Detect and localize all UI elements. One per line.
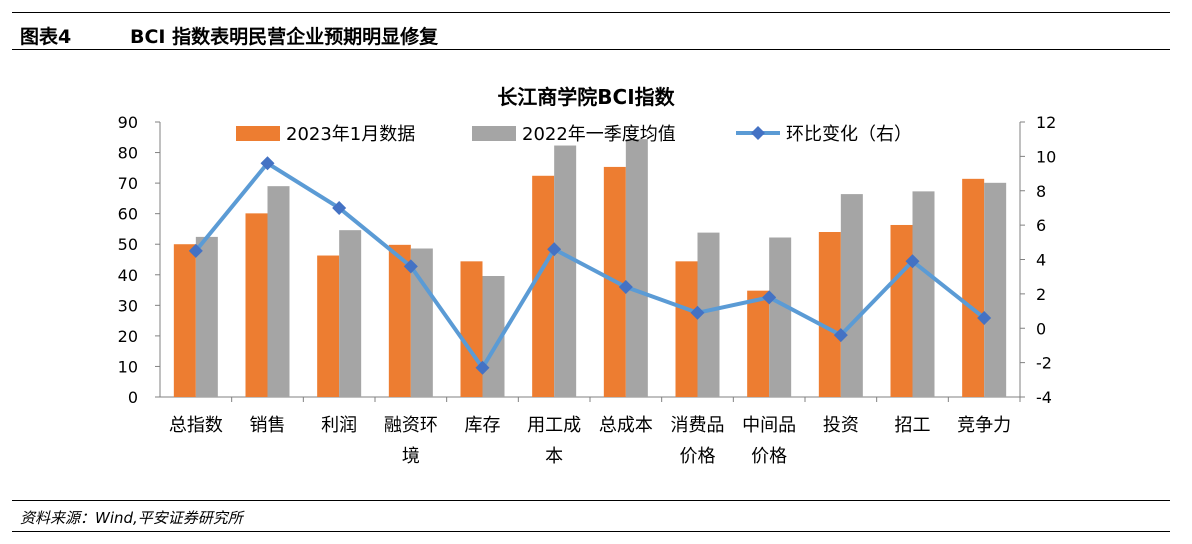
- category-label: 库存: [465, 415, 501, 436]
- bar-2022-q1-avg: [697, 232, 720, 397]
- right-tick-label: 10: [1036, 147, 1056, 166]
- category-label: 消费品: [671, 415, 725, 436]
- category-label: 价格: [751, 446, 787, 467]
- left-tick-label: 70: [118, 174, 138, 193]
- right-tick-label: 6: [1036, 216, 1046, 235]
- bar-2022-q1-avg: [410, 248, 433, 397]
- category-label: 利润: [321, 415, 357, 436]
- bar-2023-jan: [532, 175, 555, 397]
- bar-2022-q1-avg: [984, 182, 1007, 397]
- figure-title: BCI 指数表明民营企业预期明显修复: [130, 26, 439, 48]
- figure-footer: 资料来源：Wind,平安证券研究所: [12, 500, 1170, 532]
- chart-title: 长江商学院BCI指数: [497, 85, 675, 109]
- bar-2023-jan: [747, 290, 770, 397]
- bar-2023-jan: [173, 244, 196, 397]
- right-tick-label: 0: [1036, 319, 1046, 338]
- left-tick-label: 60: [118, 205, 138, 224]
- chart-bars: [173, 139, 1007, 397]
- category-label: 融资环: [384, 415, 438, 436]
- chart-axes: 0 10 20 30 40 50 60 70 80 90 -4 -2 0 2 4 6 8 10 12: [118, 113, 1057, 407]
- bar-2022-q1-avg: [840, 194, 863, 397]
- bar-2022-q1-avg: [554, 145, 577, 397]
- category-label: 销售: [250, 415, 286, 436]
- mom-change-marker: [188, 243, 203, 258]
- left-tick-label: 40: [118, 266, 138, 285]
- mom-change-marker: [547, 242, 562, 257]
- chart-legend: 2023年1月数据 2022年一季度均值 环比变化（右）: [236, 124, 912, 145]
- category-label: 本: [545, 446, 563, 467]
- mom-change-marker: [833, 328, 848, 343]
- legend-label-mom-change: 环比变化（右）: [786, 124, 912, 145]
- bar-2023-jan: [245, 213, 268, 397]
- mom-change-marker: [977, 310, 992, 325]
- left-tick-label: 30: [118, 296, 138, 315]
- bar-2022-q1-avg: [625, 139, 648, 397]
- legend-swatch-2022-q1-avg: [472, 126, 516, 141]
- bar-2023-jan: [962, 178, 985, 397]
- bar-2022-q1-avg: [769, 237, 792, 397]
- category-label: 总指数: [169, 415, 223, 436]
- mom-change-marker: [762, 290, 777, 305]
- category-label: 招工: [895, 415, 931, 436]
- mom-change-marker: [618, 280, 633, 294]
- bar-2022-q1-avg: [267, 186, 290, 397]
- left-tick-label: 90: [118, 113, 138, 132]
- figure-number: 图表4: [20, 26, 72, 48]
- mom-change-marker: [260, 156, 275, 171]
- figure-source: 资料来源：Wind,平安证券研究所: [20, 509, 243, 527]
- mom-change-marker: [403, 259, 418, 274]
- right-tick-label: 4: [1036, 251, 1046, 270]
- bar-2023-jan: [818, 232, 841, 397]
- right-tick-label: -2: [1036, 354, 1052, 373]
- category-label: 投资: [823, 415, 859, 436]
- bar-2023-jan: [675, 261, 698, 397]
- left-tick-label: 20: [118, 327, 138, 346]
- left-tick-label: 50: [118, 235, 138, 254]
- right-tick-label: 2: [1036, 285, 1046, 304]
- category-label: 用工成: [527, 415, 581, 436]
- bar-2022-q1-avg: [339, 230, 362, 397]
- legend-marker-mom-change: [751, 126, 765, 140]
- bar-2023-jan: [890, 224, 913, 397]
- bar-2022-q1-avg: [195, 236, 218, 397]
- right-tick-label: -4: [1036, 388, 1052, 407]
- bar-2023-jan: [317, 255, 340, 397]
- mom-change-marker: [905, 254, 920, 269]
- figure-header: 图表4 BCI 指数表明民营企业预期明显修复: [12, 12, 1170, 50]
- category-label: 境: [402, 446, 420, 467]
- category-label: 中间品: [742, 415, 796, 436]
- right-tick-label: 12: [1036, 113, 1056, 132]
- legend-swatch-2023-jan: [236, 126, 280, 141]
- mom-change-marker: [690, 305, 705, 320]
- bar-2023-jan: [388, 244, 411, 397]
- left-tick-label: 80: [118, 144, 138, 163]
- category-label: 竞争力: [957, 415, 1011, 436]
- legend-label-2023-jan: 2023年1月数据: [286, 124, 415, 145]
- chart-line: [188, 156, 992, 375]
- mom-change-marker: [475, 360, 490, 375]
- bar-2022-q1-avg: [912, 191, 935, 397]
- left-tick-label: 10: [118, 357, 138, 376]
- right-tick-label: 8: [1036, 182, 1046, 201]
- category-label: 价格: [680, 446, 716, 467]
- left-tick-label: 0: [128, 388, 138, 407]
- mom-change-marker: [332, 200, 347, 215]
- legend-label-2022-q1-avg: 2022年一季度均值: [522, 124, 676, 145]
- bar-2023-jan: [460, 261, 483, 397]
- category-label: 总成本: [599, 415, 653, 436]
- mom-change-line: [194, 161, 986, 370]
